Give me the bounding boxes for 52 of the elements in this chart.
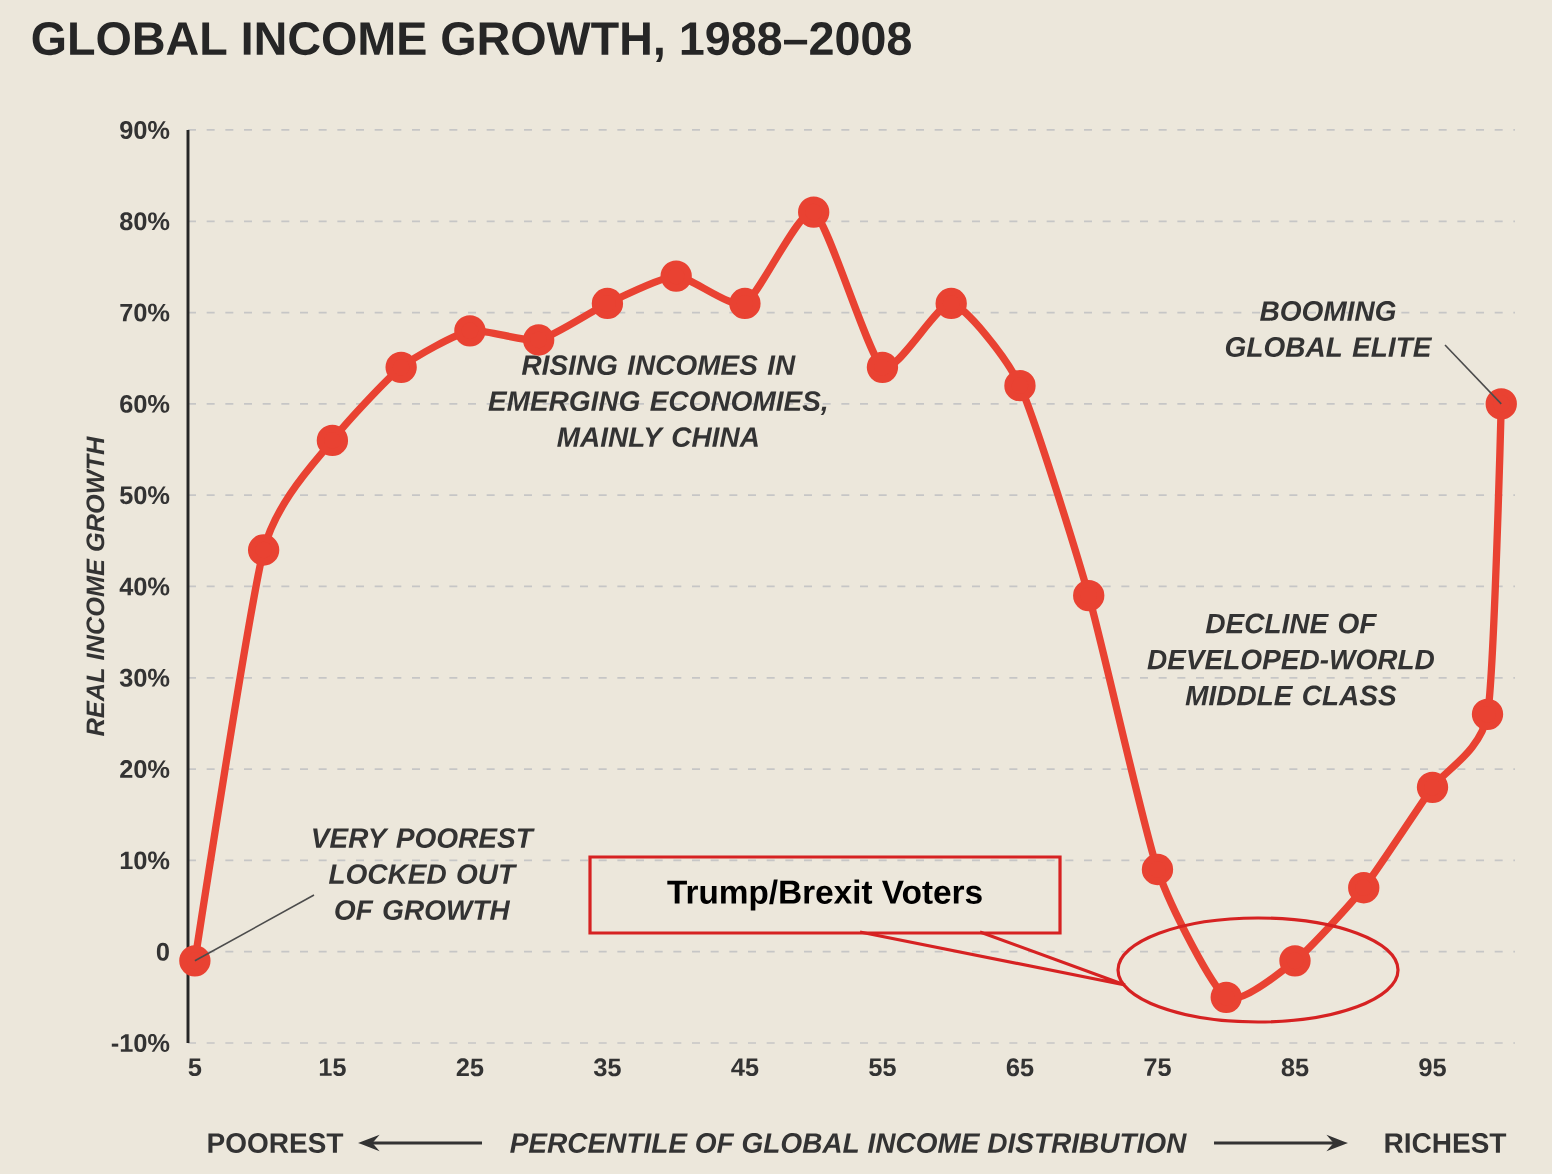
x-tick-label: 75 bbox=[1144, 1058, 1171, 1077]
point bbox=[935, 287, 967, 320]
y-tick-label: 10% bbox=[120, 851, 170, 870]
point bbox=[591, 287, 624, 320]
y-tick-label: -10% bbox=[111, 1034, 170, 1052]
point bbox=[1141, 853, 1174, 886]
point bbox=[798, 196, 830, 228]
point bbox=[1348, 872, 1380, 904]
x-tick-label: 25 bbox=[456, 1058, 484, 1077]
chart-title: GLOBAL INCOME GROWTH, 1988–2008 bbox=[32, 22, 911, 62]
point bbox=[1004, 369, 1036, 402]
y-tick-label: 70% bbox=[120, 303, 170, 322]
x-tick-label: 45 bbox=[731, 1058, 759, 1077]
point bbox=[385, 351, 417, 384]
point bbox=[454, 315, 486, 347]
y-axis-title: REAL INCOME GROWTH bbox=[86, 436, 105, 736]
x-axis-title: PERCENTILE OF GLOBAL INCOME DISTRIBUTION bbox=[510, 1133, 1187, 1153]
x-tick-label: 5 bbox=[188, 1058, 202, 1077]
x-tick-label: 95 bbox=[1419, 1058, 1446, 1077]
y-tick-label: 80% bbox=[120, 212, 170, 231]
y-tick-label: 0 bbox=[156, 942, 169, 961]
point bbox=[1073, 579, 1105, 612]
y-tick-label: 20% bbox=[120, 760, 170, 779]
point bbox=[1210, 981, 1242, 1014]
point bbox=[729, 287, 761, 320]
point bbox=[1471, 698, 1504, 730]
y-tick-label: 30% bbox=[119, 668, 170, 687]
y-tick-label: 90% bbox=[120, 121, 170, 139]
point bbox=[1416, 771, 1449, 804]
y-tick-label: 60% bbox=[120, 394, 170, 413]
point bbox=[1279, 945, 1311, 977]
y-tick-label: 50% bbox=[120, 486, 170, 505]
point bbox=[866, 351, 899, 384]
x-tick-label: 55 bbox=[869, 1058, 896, 1077]
point bbox=[316, 424, 349, 457]
annotation: BOOMING GLOBAL ELITE bbox=[1225, 301, 1433, 357]
point bbox=[1485, 388, 1517, 420]
point bbox=[179, 945, 211, 977]
x-tick-label: 35 bbox=[593, 1058, 621, 1077]
annotation: DECLINE OF DEVELOPED-WORLD MIDDLE CLASS bbox=[1147, 613, 1434, 706]
y-tick-label: 40% bbox=[119, 577, 170, 596]
point bbox=[247, 534, 280, 566]
x-tick-label: 15 bbox=[319, 1058, 346, 1077]
annotation: VERY POOREST LOCKED OUT OF GROWTH bbox=[313, 828, 535, 920]
point bbox=[522, 324, 555, 356]
text: POOREST bbox=[208, 1133, 344, 1153]
point bbox=[660, 260, 692, 292]
x-tick-label: 85 bbox=[1281, 1058, 1309, 1077]
text: RICHEST bbox=[1385, 1133, 1507, 1153]
annotation: RISING INCOMES IN EMERGING ECONOMIES, MAINLY CHINA bbox=[488, 355, 827, 448]
annotation: Trump/Brexit Voters bbox=[667, 879, 982, 911]
x-tick-label: 65 bbox=[1006, 1058, 1034, 1077]
